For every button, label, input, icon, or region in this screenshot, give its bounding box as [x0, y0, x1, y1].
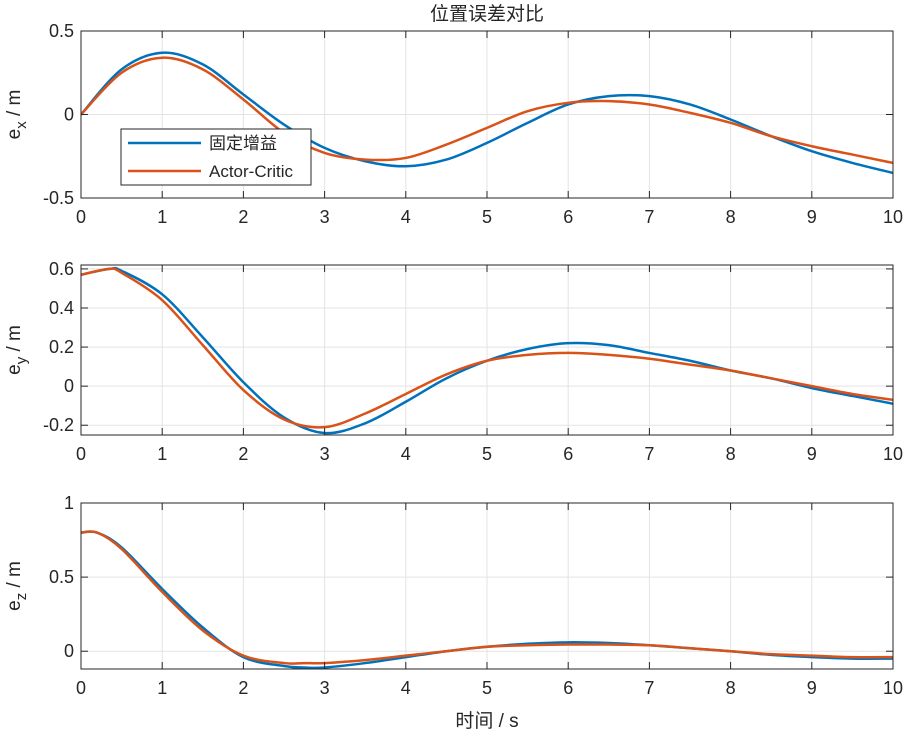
- x-tick-label: 6: [563, 678, 573, 698]
- x-tick-label: 1: [157, 444, 167, 464]
- x-tick-label: 1: [157, 678, 167, 698]
- x-tick-label: 1: [157, 207, 167, 227]
- y-tick-label: 0.5: [49, 567, 74, 587]
- x-tick-label: 9: [807, 207, 817, 227]
- x-tick-label: 4: [401, 207, 411, 227]
- x-tick-label: 7: [644, 207, 654, 227]
- series-line-2: [81, 56, 893, 165]
- x-tick-label: 5: [482, 444, 492, 464]
- y-tick-label: 0.6: [49, 259, 74, 279]
- x-tick-label: 4: [401, 678, 411, 698]
- x-tick-label: 10: [883, 207, 903, 227]
- x-tick-label: 3: [320, 678, 330, 698]
- x-tick-label: 2: [238, 207, 248, 227]
- x-tick-label: 9: [807, 444, 817, 464]
- x-tick-label: 4: [401, 444, 411, 464]
- x-tick-label: 8: [726, 444, 736, 464]
- figure-title: 位置误差对比: [430, 3, 544, 25]
- x-tick-label: 8: [726, 207, 736, 227]
- x-tick-label: 10: [883, 444, 903, 464]
- y-tick-label: 0: [64, 376, 74, 396]
- x-tick-label: 9: [807, 678, 817, 698]
- x-tick-label: 5: [482, 678, 492, 698]
- x-tick-label: 10: [883, 678, 903, 698]
- legend: 固定增益 Actor-Critic: [120, 128, 312, 186]
- y-tick-label: 0.5: [49, 21, 74, 41]
- y-tick-label: 0.2: [49, 337, 74, 357]
- x-tick-label: 3: [320, 444, 330, 464]
- x-tick-label: 2: [238, 678, 248, 698]
- y-axis-label: ez / m: [4, 561, 30, 611]
- x-tick-label: 7: [644, 444, 654, 464]
- subplot-ez: 0 1 2 3 4 5 6 7 8 9 10 0 0.5 1 ez / m: [4, 493, 903, 698]
- x-tick-label: 0: [76, 678, 86, 698]
- subplot-ey: 0 1 2 3 4 5 6 7 8 9 10-0.200.20.40.6ey / m: [4, 259, 903, 464]
- y-tick-label: -0.5: [43, 188, 74, 208]
- x-tick-label: 0: [76, 207, 86, 227]
- series-line-2: [81, 530, 893, 665]
- legend-label-1: 固定增益: [209, 134, 277, 153]
- y-axis-label: ey / m: [4, 325, 30, 375]
- x-tick-label: 2: [238, 444, 248, 464]
- y-tick-label: 0: [64, 641, 74, 661]
- x-tick-label: 7: [644, 678, 654, 698]
- x-axis-label: 时间 / s: [455, 710, 518, 732]
- x-tick-label: 8: [726, 678, 736, 698]
- x-tick-label: 5: [482, 207, 492, 227]
- y-axis-label: ex / m: [4, 90, 30, 140]
- y-tick-label: 0: [64, 105, 74, 125]
- subplot-ex: 0 1 2 3 4 5 6 7 8 9 10-0.500.5ex / m固定增益Actor-Crit…: [4, 21, 903, 227]
- x-tick-label: 6: [563, 444, 573, 464]
- series-line-2: [81, 267, 893, 429]
- legend-label-2: Actor-Critic: [209, 162, 294, 181]
- y-tick-label: 0.4: [49, 298, 74, 318]
- x-tick-label: 3: [320, 207, 330, 227]
- y-tick-label: 1: [64, 493, 74, 513]
- x-tick-label: 6: [563, 207, 573, 227]
- y-tick-label: -0.2: [43, 415, 74, 435]
- x-tick-label: 0: [76, 444, 86, 464]
